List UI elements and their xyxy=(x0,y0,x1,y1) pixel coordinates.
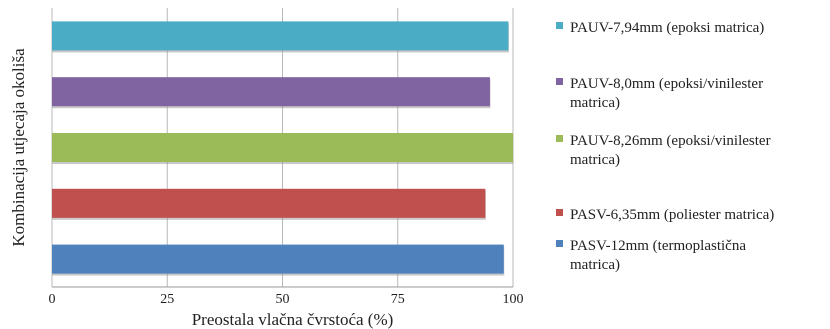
legend-label: PAUV-7,94mm (epoksi matrica) xyxy=(570,20,764,36)
legend-swatch xyxy=(556,135,563,142)
x-tick-label: 50 xyxy=(276,292,290,307)
x-tick-label: 25 xyxy=(160,292,174,307)
legend-swatch xyxy=(556,240,563,247)
y-axis-title: Kombinacija utjecaja okoliša xyxy=(9,48,28,247)
legend-swatch xyxy=(556,22,563,29)
legend-label: matrica) xyxy=(570,257,620,273)
x-axis-title: Preostala vlačna čvrstoća (%) xyxy=(192,310,394,329)
legend-swatch xyxy=(556,209,563,216)
x-tick-labels: 0 25 50 75 100 xyxy=(49,292,524,307)
bar xyxy=(52,132,513,163)
legend-label: matrica) xyxy=(570,95,620,111)
legend-label: PASV-6,35mm (poliester matrica) xyxy=(570,207,774,223)
legend-label: PASV-12mm (termoplastična xyxy=(570,238,746,254)
bar xyxy=(52,244,504,274)
x-tick-label: 0 xyxy=(49,292,56,307)
legend-swatch xyxy=(556,78,563,85)
legend-label: PAUV-8,0mm (epoksi/vinilester xyxy=(570,76,763,92)
bar xyxy=(52,77,490,107)
x-tick-label: 100 xyxy=(503,292,524,307)
legend: PAUV-7,94mm (epoksi matrica) PAUV-8,0mm (… xyxy=(556,20,774,273)
legend-label: PAUV-8,26mm (epoksi/vinilester xyxy=(570,133,771,149)
bar xyxy=(52,21,509,51)
bars xyxy=(52,21,514,276)
bar xyxy=(52,188,486,218)
x-tick-label: 75 xyxy=(391,292,405,307)
legend-label: matrica) xyxy=(570,152,620,168)
